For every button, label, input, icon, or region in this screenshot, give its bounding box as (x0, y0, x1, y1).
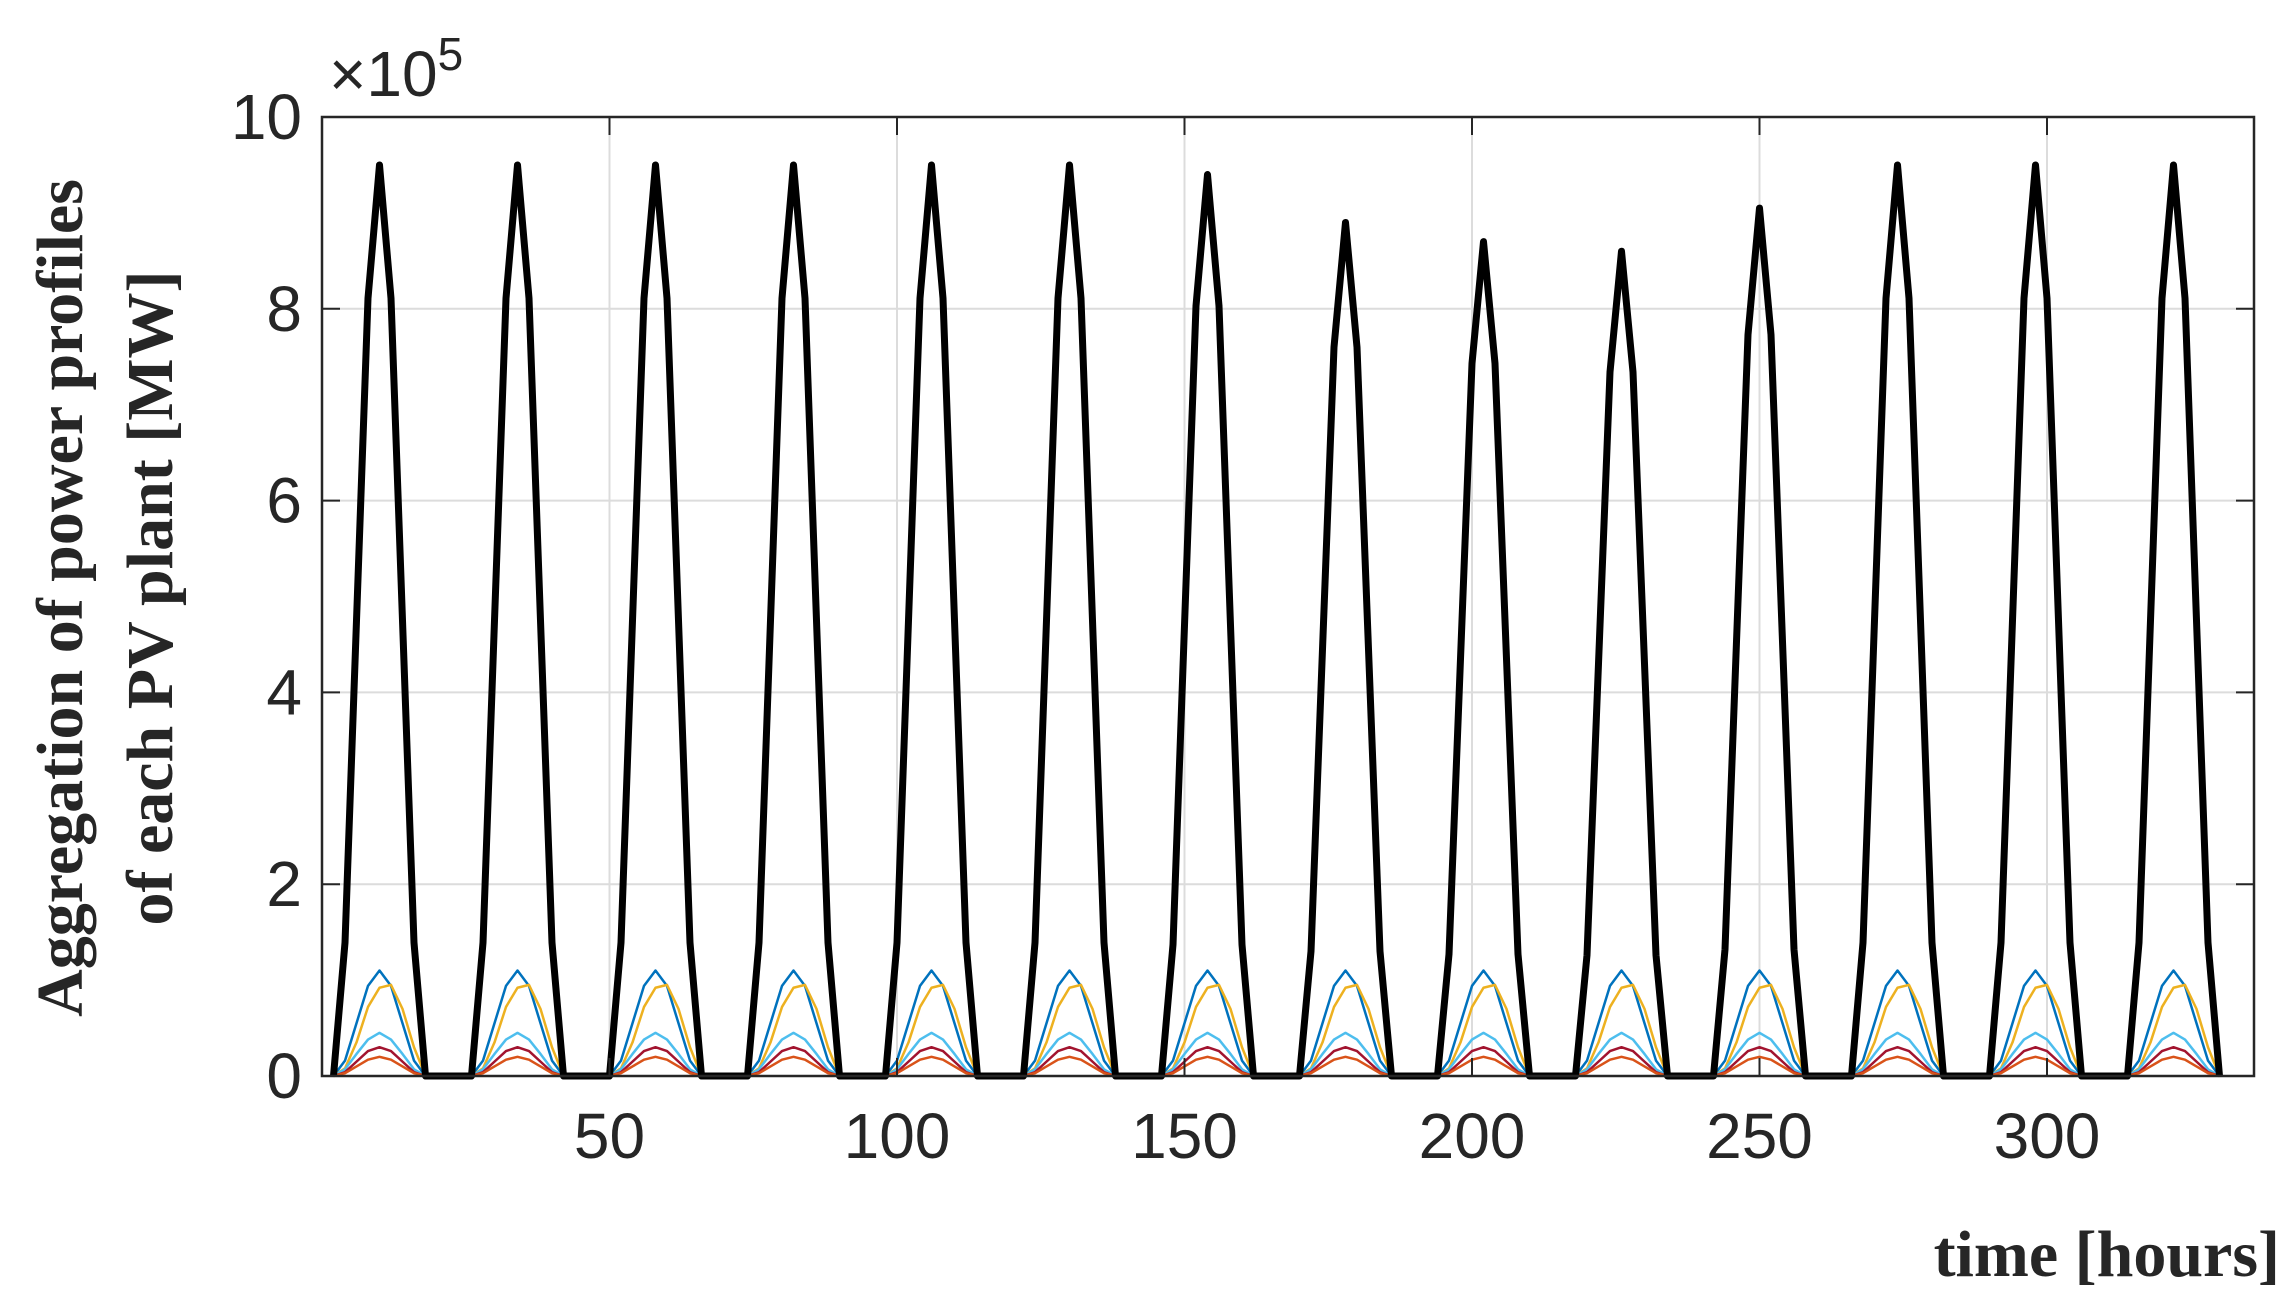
y-tick-label: 10 (231, 81, 302, 153)
y-tick-label: 8 (266, 273, 302, 345)
y-tick-label: 0 (266, 1040, 302, 1112)
x-tick-label: 150 (1131, 1100, 1238, 1172)
x-tick-label: 300 (1994, 1100, 2101, 1172)
y-tick-label: 4 (266, 656, 302, 728)
y-axis-label-line2: of each PV plant [MW] (114, 270, 187, 925)
y-tick-label: 6 (266, 465, 302, 537)
y-tick-label: 2 (266, 848, 302, 920)
y-multiplier-exponent: 5 (438, 28, 464, 80)
x-axis-label: time [hours] (1934, 1218, 2280, 1291)
y-multiplier: ×105 (329, 28, 463, 110)
axes-box (320, 115, 2256, 1078)
axes-frame: 50 100 150 200 250 300 0 2 4 6 8 10 (231, 81, 2256, 1172)
y-multiplier-base: ×10 (329, 38, 438, 110)
x-tick-label: 100 (844, 1100, 951, 1172)
x-tick-label: 250 (1706, 1100, 1813, 1172)
x-tick-label: 50 (574, 1100, 645, 1172)
y-axis-label-line1: Aggregation of power profiles (24, 179, 97, 1017)
x-tick-label: 200 (1419, 1100, 1526, 1172)
